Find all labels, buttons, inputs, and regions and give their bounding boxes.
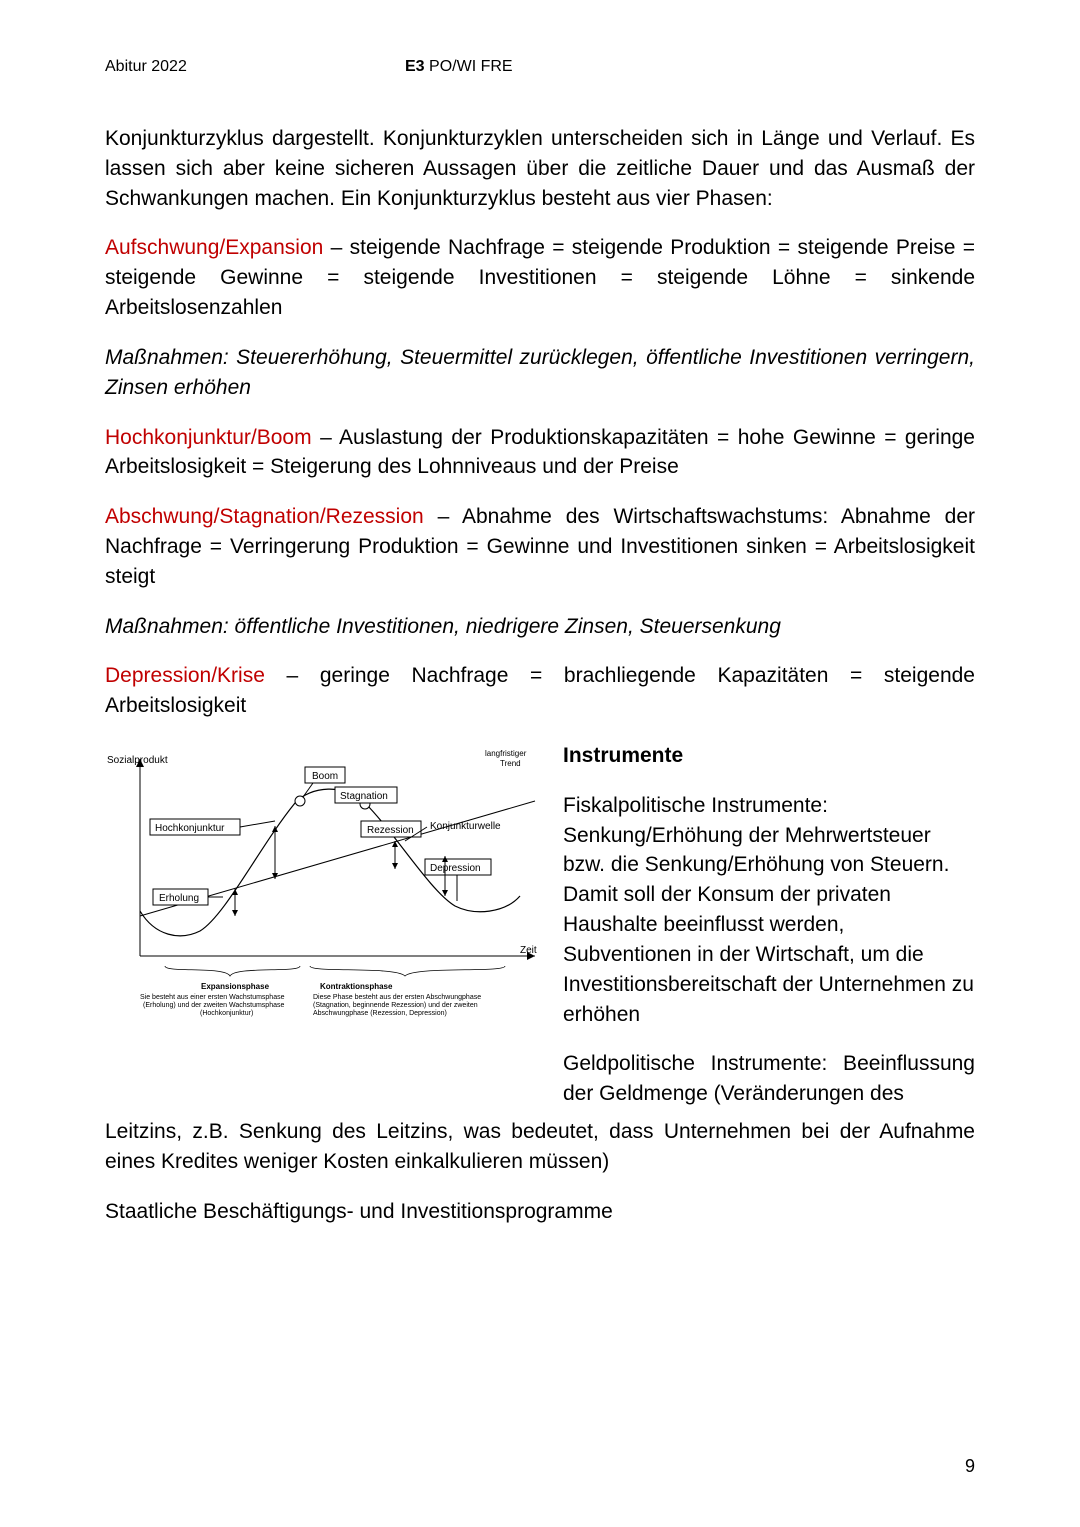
ah1b <box>232 910 238 916</box>
diagram-text-row: Sozialprodukt langfristiger Trend Boom S… <box>105 741 975 1109</box>
monetary-continuation: Leitzins, z.B. Senkung des Leitzins, was… <box>105 1117 975 1177</box>
x-axis-label: Zeit <box>520 945 537 956</box>
brace-expansion <box>165 966 300 976</box>
instruments-column: Instrumente Fiskalpolitische Instrumente… <box>563 741 975 1109</box>
instruments-heading: Instrumente <box>563 741 975 771</box>
brace-kontraktion <box>310 966 505 976</box>
exp-cap-3: (Hochkonjunktur) <box>200 1010 253 1017</box>
ah4b <box>442 890 448 896</box>
header-code: E3 <box>405 58 425 75</box>
header-subject: PO/WI FRE <box>425 58 513 75</box>
leader-boom <box>303 783 313 797</box>
phase-boom: Hochkonjunktur/Boom – Auslastung der Pro… <box>105 423 975 483</box>
label-stagnation: Stagnation <box>340 791 388 802</box>
peak-marker-1 <box>295 796 305 806</box>
label-depression: Depression <box>430 863 481 874</box>
diagram-container: Sozialprodukt langfristiger Trend Boom S… <box>105 741 545 1109</box>
fiscal-block: Fiskalpolitische Instrumente: Senkung/Er… <box>563 791 975 1030</box>
ah1a <box>232 889 238 895</box>
expansion-title: Expansionsphase <box>201 982 270 991</box>
kon-cap-3: Abschwungphase (Rezession, Depression) <box>313 1010 447 1017</box>
exp-cap-2: (Erholung) und der zweiten Wachstumsphas… <box>143 1002 284 1009</box>
kon-cap-1: Diese Phase besteht aus der ersten Absch… <box>313 994 481 1001</box>
page-number: 9 <box>965 1456 975 1477</box>
intro-paragraph: Konjunkturzyklus dargestellt. Konjunktur… <box>105 124 975 213</box>
state-programs: Staatliche Beschäftigungs- und Investiti… <box>105 1197 975 1227</box>
kontraktion-title: Kontraktionsphase <box>320 982 393 991</box>
label-boom: Boom <box>312 771 338 782</box>
label-konjunkturwelle: Konjunkturwelle <box>430 821 501 832</box>
phase2-title: Hochkonjunktur/Boom <box>105 426 312 449</box>
ah3b <box>392 863 398 869</box>
phase4-title: Depression/Krise <box>105 664 265 687</box>
phase-depression: Depression/Krise – geringe Nachfrage = b… <box>105 661 975 721</box>
phase1-title: Aufschwung/Expansion <box>105 236 323 259</box>
trend-label-2: Trend <box>500 759 521 768</box>
header-left: Abitur 2022 <box>105 58 405 76</box>
measures-1: Maßnahmen: Steuererhöhung, Steuermittel … <box>105 343 975 403</box>
phase-rezession: Abschwung/Stagnation/Rezession – Abnahme… <box>105 502 975 591</box>
fiscal-body: Senkung/Erhöhung der Mehrwertsteuer bzw.… <box>563 824 974 1026</box>
leader-hochkonjunktur <box>240 821 275 827</box>
label-erholung: Erholung <box>159 893 199 904</box>
phase-aufschwung: Aufschwung/Expansion – steigende Nachfra… <box>105 233 975 322</box>
phase3-title: Abschwung/Stagnation/Rezession <box>105 505 424 528</box>
monetary-lead: Geldpolitische Instrumente: Beeinflussun… <box>563 1049 975 1109</box>
fiscal-heading: Fiskalpolitische Instrumente: <box>563 794 828 817</box>
trend-label-1: langfristiger <box>485 749 527 758</box>
page-header: Abitur 2022 E3 PO/WI FRE <box>105 58 975 76</box>
label-rezession: Rezession <box>367 825 414 836</box>
business-cycle-diagram: Sozialprodukt langfristiger Trend Boom S… <box>105 741 545 1031</box>
measures-3: Maßnahmen: öffentliche Investitionen, ni… <box>105 612 975 642</box>
label-hochkonjunktur: Hochkonjunktur <box>155 823 225 834</box>
exp-cap-1: Sie besteht aus einer ersten Wachstumsph… <box>140 994 285 1001</box>
header-center: E3 PO/WI FRE <box>405 58 513 76</box>
kon-cap-2: (Stagnation, beginnende Rezession) und d… <box>313 1002 478 1009</box>
